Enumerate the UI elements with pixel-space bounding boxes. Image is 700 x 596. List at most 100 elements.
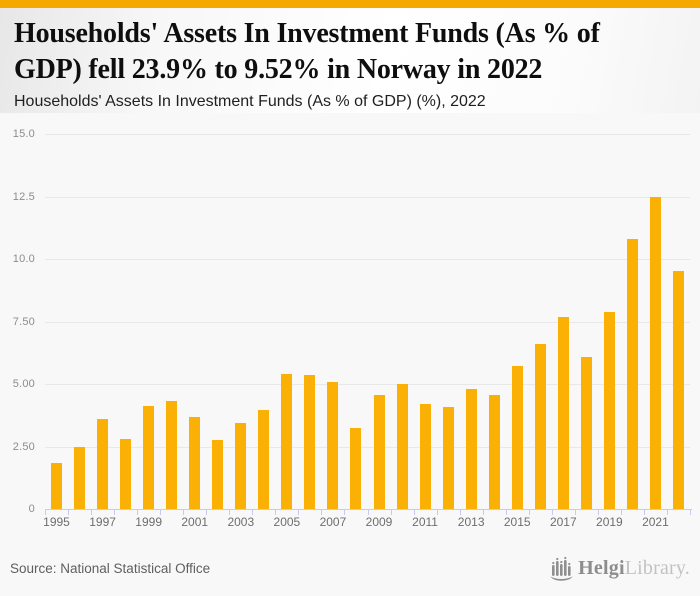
bar-2003: [235, 423, 247, 509]
x-tick-label: 2005: [273, 515, 301, 529]
helgi-logo-text: HelgiLibrary.: [578, 557, 690, 580]
helgi-logo-name: Helgi: [578, 557, 625, 579]
x-tick-label: 2021: [642, 515, 669, 529]
y-axis: 0 2.50 5.00 7.50 10.0 12.5 15.0: [0, 128, 40, 515]
bar-2019: [603, 311, 615, 509]
bar-2006: [304, 375, 316, 509]
y-tick-label: 10.0: [12, 253, 35, 265]
x-tick-label: 1999: [135, 515, 163, 529]
x-tick: [206, 509, 208, 515]
x-tick: [252, 509, 254, 515]
bar-2008: [350, 428, 362, 509]
bar-1997: [97, 419, 109, 509]
x-tick: [367, 509, 369, 515]
source-text: Source: National Statistical Office: [10, 561, 211, 576]
bar-2016: [534, 344, 546, 509]
top-accent-bar: [0, 0, 700, 8]
bar-2010: [396, 383, 408, 509]
bar-1999: [143, 406, 155, 509]
bar-2018: [580, 357, 592, 509]
y-tick-label: 12.5: [12, 190, 35, 203]
x-tick-label: 2015: [503, 515, 531, 529]
gridline: [45, 134, 690, 135]
x-tick-label: 1995: [43, 515, 70, 529]
bar-2004: [258, 409, 270, 509]
x-tick-label: 2017: [549, 515, 577, 529]
chart: 0 2.50 5.00 7.50 10.0 12.5 15.0 1995 1997 1999 20…: [0, 113, 700, 596]
page-title: Households' Assets In Investment Funds (…: [14, 18, 600, 86]
x-tick: [275, 509, 277, 515]
x-tick: [390, 509, 392, 515]
y-tick-label: 5.00: [12, 378, 35, 390]
page-subtitle: Households' Assets In Investment Funds (…: [14, 92, 486, 110]
x-tick: [459, 509, 461, 515]
y-tick-label: 2.50: [12, 440, 35, 453]
x-tick: [413, 509, 415, 515]
x-tick: [160, 509, 162, 515]
x-tick-label: 2011: [412, 515, 438, 529]
bar-2017: [557, 317, 569, 509]
x-tick-label: 2009: [365, 515, 393, 529]
bar-2020: [626, 239, 638, 509]
helgi-logo-suffix: Library.: [624, 557, 690, 579]
bar-2001: [189, 416, 201, 509]
x-tick-label: 2003: [227, 515, 255, 529]
x-tick: [344, 509, 346, 515]
x-tick: [183, 509, 185, 515]
header: Households' Assets In Investment Funds (…: [0, 8, 700, 113]
x-tick: [643, 509, 645, 515]
x-tick-label: 2019: [596, 515, 623, 529]
bar-2013: [465, 388, 477, 509]
x-tick: [68, 509, 70, 515]
bar-2009: [373, 395, 385, 509]
x-tick: [137, 509, 139, 515]
bar-2002: [212, 440, 224, 509]
x-tick-label: 2007: [319, 515, 347, 529]
bar-2007: [327, 381, 339, 509]
x-tick: [690, 509, 691, 515]
x-tick: [597, 509, 599, 515]
x-tick-label: 2013: [457, 515, 485, 529]
x-tick: [298, 509, 300, 515]
x-tick: [229, 509, 231, 515]
helgi-logo[interactable]: HelgiLibrary.: [548, 556, 690, 582]
gridline: [45, 384, 690, 385]
bar-2000: [166, 401, 178, 509]
y-tick-label: 7.50: [12, 315, 35, 328]
bar-1996: [74, 446, 86, 509]
y-tick-label: 0: [28, 503, 35, 515]
x-tick: [574, 509, 576, 515]
bar-2011: [419, 403, 431, 509]
bar-2012: [442, 406, 454, 509]
x-axis: 1995 1997 1999 2001 2003 2005 2007 2009 2011 2013…: [43, 515, 690, 533]
footer: Source: National Statistical Office: [0, 545, 700, 596]
y-tick-label: 15.0: [12, 128, 35, 140]
x-tick: [45, 509, 46, 515]
x-tick-label: 2001: [181, 515, 209, 529]
helgi-logo-icon: [548, 556, 574, 582]
gridline: [45, 196, 690, 198]
x-tick: [620, 509, 622, 515]
x-tick: [551, 509, 553, 515]
plot-area: [45, 134, 692, 515]
bar-1998: [120, 439, 132, 509]
x-tick: [528, 509, 530, 515]
gridline: [45, 321, 690, 323]
chart-body: 0 2.50 5.00 7.50 10.0 12.5 15.0 1995 1997 1999 20…: [0, 113, 700, 545]
bar-2015: [511, 366, 523, 509]
x-tick: [436, 509, 438, 515]
x-tick: [666, 509, 668, 515]
x-tick: [114, 509, 116, 515]
bar-2022: [672, 271, 684, 509]
bar-2021: [649, 196, 661, 509]
x-tick: [321, 509, 323, 515]
gridline: [45, 446, 690, 448]
x-axis-line: [45, 509, 692, 510]
bar-1995: [51, 462, 63, 509]
x-tick: [91, 509, 93, 515]
gridline: [45, 259, 690, 260]
bar-2014: [488, 395, 500, 509]
x-tick: [482, 509, 484, 515]
x-tick-label: 1997: [89, 515, 116, 529]
x-tick: [505, 509, 507, 515]
